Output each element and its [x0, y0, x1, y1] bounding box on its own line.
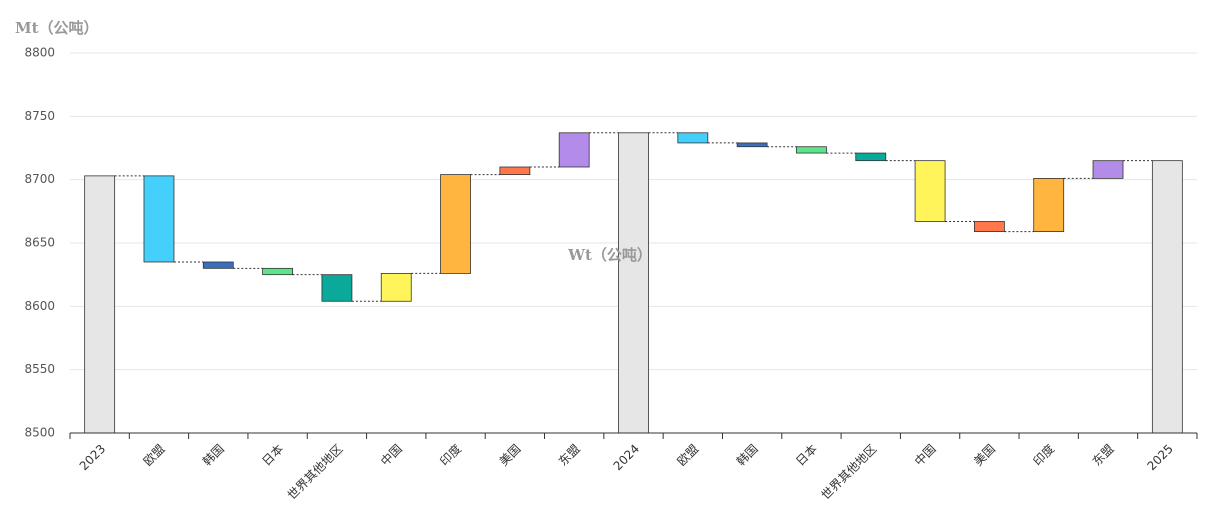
bar [321, 274, 353, 302]
y-tick-label: 8800 [24, 46, 55, 60]
bars [84, 132, 1183, 434]
x-tick-label: 印度 [1030, 441, 1058, 469]
x-tick-label: 东盟 [556, 442, 583, 469]
bar [1151, 160, 1183, 434]
y-tick-label: 8700 [24, 172, 55, 186]
x-tick-label: 欧盟 [675, 442, 702, 469]
bar [973, 221, 1005, 232]
x-tick-label: 2025 [1144, 442, 1175, 473]
x-tick-label: 世界其他地区 [285, 442, 346, 503]
watermark: Wt（公吨） [567, 246, 652, 264]
y-tick-label: 8750 [24, 109, 55, 123]
bar [618, 132, 649, 434]
x-tick-label: 美国 [497, 442, 524, 469]
bar [1092, 160, 1124, 179]
bar [1033, 177, 1065, 232]
bar [143, 175, 175, 263]
y-tick-label: 8550 [24, 362, 55, 376]
x-tick-label: 中国 [377, 441, 405, 469]
x-tick-label: 中国 [911, 441, 939, 469]
x-tick-label: 韩国 [199, 441, 227, 469]
x-tick-label: 2024 [611, 442, 642, 473]
x-tick-label: 日本 [259, 442, 286, 469]
bar [558, 132, 590, 168]
bar [440, 174, 471, 274]
x-tick-label: 日本 [793, 442, 820, 469]
y-tick-label: 8650 [24, 236, 55, 250]
bar [796, 146, 827, 154]
bar [736, 142, 768, 148]
y-tick-label: 8500 [24, 426, 55, 440]
x-tick-label: 世界其他地区 [819, 442, 880, 503]
bar [380, 272, 412, 302]
x-tick-label: 欧盟 [141, 442, 168, 469]
bar [677, 132, 709, 144]
bar [84, 175, 116, 434]
bar [262, 267, 294, 276]
x-tick-label: 东盟 [1090, 442, 1117, 469]
y-tick-label: 8600 [24, 299, 55, 313]
x-tick-label: 韩国 [733, 441, 761, 469]
y-axis-title: Mt（公吨） [15, 19, 99, 37]
bar [499, 166, 531, 175]
x-tick-label: 印度 [437, 441, 465, 469]
bar [202, 261, 234, 269]
x-tick-label: 美国 [971, 442, 998, 469]
x-tick-label: 2023 [77, 442, 108, 473]
bar [855, 152, 887, 162]
bar [914, 160, 946, 222]
